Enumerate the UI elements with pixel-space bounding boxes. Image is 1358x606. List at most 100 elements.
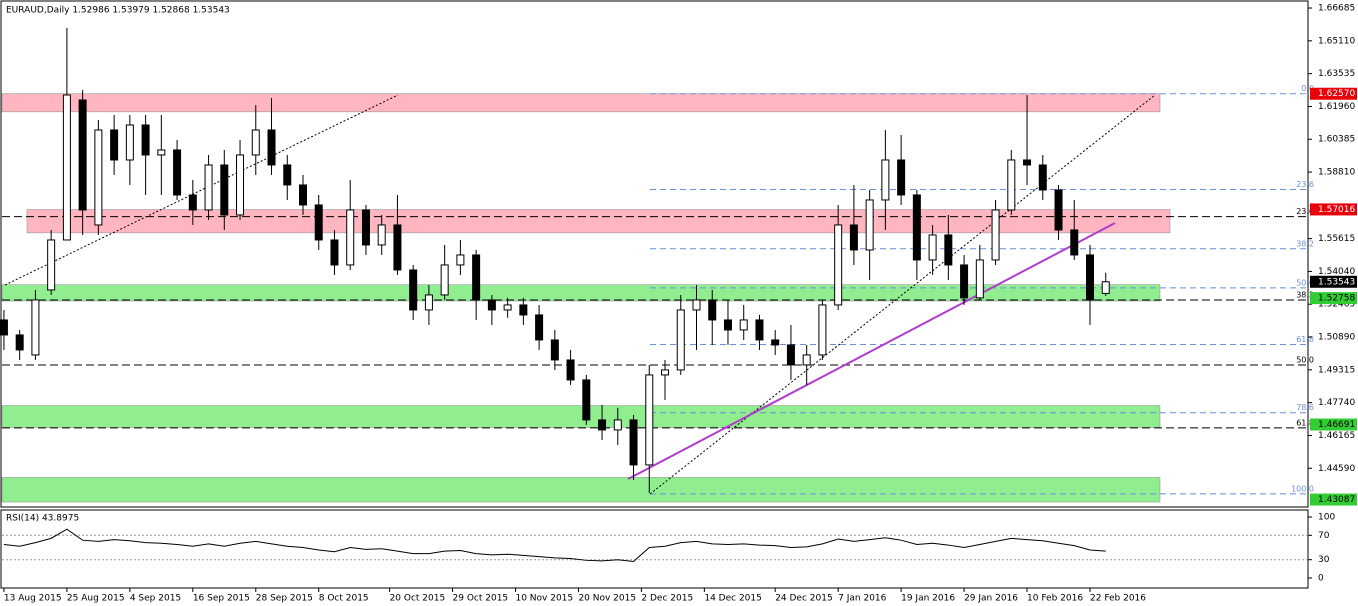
candle-body	[944, 234, 953, 266]
candle-body	[346, 209, 355, 266]
price-label: 1.53543	[1318, 277, 1355, 287]
candle-body	[141, 124, 150, 156]
x-tick-label: 25 Aug 2015	[67, 594, 125, 604]
fib-label: 61.8	[1296, 335, 1314, 344]
candle-body	[440, 264, 449, 296]
zone	[1, 477, 1161, 503]
candle-body	[960, 264, 969, 299]
x-tick-label: 16 Sep 2015	[193, 594, 250, 604]
candle-body	[110, 129, 119, 161]
candle-body	[503, 304, 512, 311]
candle-body	[487, 299, 496, 311]
candle-body	[298, 184, 307, 206]
candle-body	[456, 254, 465, 266]
y-tick-label: 1.47740	[1318, 398, 1355, 408]
y-tick-label: 100	[1318, 513, 1335, 523]
candle-body	[361, 209, 370, 246]
candle-body	[15, 334, 24, 351]
candle-body	[204, 164, 213, 211]
candle-body	[661, 369, 670, 376]
x-tick-label: 2 Dec 2015	[641, 594, 693, 604]
candle-body	[236, 154, 245, 216]
candle-body	[692, 299, 701, 311]
y-tick-label: 0	[1318, 573, 1324, 583]
x-tick-label: 20 Nov 2015	[578, 594, 636, 604]
x-tick-label: 28 Sep 2015	[256, 594, 313, 604]
price-label: 1.62570	[1318, 89, 1355, 99]
candle-body	[409, 269, 418, 311]
x-tick-label: 7 Jan 2016	[838, 594, 886, 604]
price-label-box	[1310, 418, 1357, 431]
candle-body	[47, 239, 56, 291]
price-label: 1.43087	[1318, 495, 1355, 505]
candle-body	[849, 224, 858, 251]
candle-body	[125, 124, 134, 161]
candle-body	[1054, 189, 1063, 231]
candle-body	[629, 419, 638, 466]
candle-body	[834, 224, 843, 306]
price-label-box	[1310, 292, 1357, 305]
candle-body	[1101, 281, 1110, 294]
x-tick-label: 22 Feb 2016	[1090, 594, 1146, 604]
y-tick-label: 30	[1318, 555, 1330, 565]
candle-body	[1023, 159, 1032, 166]
candle-body	[94, 129, 103, 226]
y-tick-label: 1.66685	[1318, 4, 1355, 14]
candle-body	[251, 129, 260, 156]
fib-label: 50.0	[1296, 355, 1314, 364]
y-tick-label: 1.60385	[1318, 135, 1355, 145]
candle-body	[739, 319, 748, 331]
candle-body	[550, 339, 559, 361]
y-tick-label: 1.50890	[1318, 333, 1355, 343]
fib-label: 50.0	[1296, 278, 1314, 287]
price-frame	[0, 0, 1309, 508]
candle-body	[377, 224, 386, 246]
y-tick-label: 1.54040	[1318, 267, 1355, 277]
fib-label: 38.2	[1296, 290, 1314, 299]
chart-title: EURAUD,Daily 1.52986 1.53979 1.52868 1.5…	[6, 6, 230, 16]
price-label: 1.52758	[1318, 294, 1355, 304]
price-label: 1.46691	[1318, 420, 1355, 430]
x-tick-label: 10 Nov 2015	[515, 594, 573, 604]
candle-body	[173, 149, 182, 196]
x-tick-label: 20 Oct 2015	[390, 594, 446, 604]
zone	[1, 284, 1161, 302]
candle-body	[598, 419, 607, 431]
candle-body	[975, 259, 984, 299]
candle-body	[188, 194, 197, 211]
x-tick-label: 13 Aug 2015	[4, 594, 62, 604]
y-tick-label: 1.65110	[1318, 36, 1355, 46]
candle-body	[314, 204, 323, 241]
trend-line	[627, 222, 1116, 480]
fib-label: 78.6	[1296, 403, 1314, 412]
y-tick-label: 1.58810	[1318, 168, 1355, 178]
candle-body	[472, 254, 481, 301]
fib-label: 23.6	[1296, 180, 1314, 189]
candle-body	[802, 354, 811, 366]
rsi-title: RSI(14) 43.8975	[6, 514, 79, 524]
candle-body	[424, 294, 433, 311]
y-tick-label: 1.61960	[1318, 102, 1355, 112]
candle-body	[771, 339, 780, 346]
x-tick-label: 29 Jan 2016	[964, 594, 1018, 604]
zone	[26, 209, 1171, 234]
candle-body	[267, 129, 276, 166]
candle-body	[723, 319, 732, 331]
y-tick-label: 1.52465	[1318, 300, 1355, 310]
candle-body	[881, 159, 890, 201]
candle-body	[818, 304, 827, 356]
fib-label: 61.8	[1296, 418, 1314, 427]
zone	[1, 93, 1161, 113]
candle-body	[220, 164, 229, 216]
candle-body	[330, 239, 339, 266]
candle-body	[393, 224, 402, 271]
x-tick-label: 4 Sep 2015	[130, 594, 181, 604]
candle-body	[613, 419, 622, 431]
price-label-box	[1310, 493, 1357, 506]
price-label-box	[1310, 87, 1357, 100]
x-tick-label: 29 Oct 2015	[453, 594, 509, 604]
candle-body	[1007, 159, 1016, 211]
candle-body	[786, 344, 795, 366]
